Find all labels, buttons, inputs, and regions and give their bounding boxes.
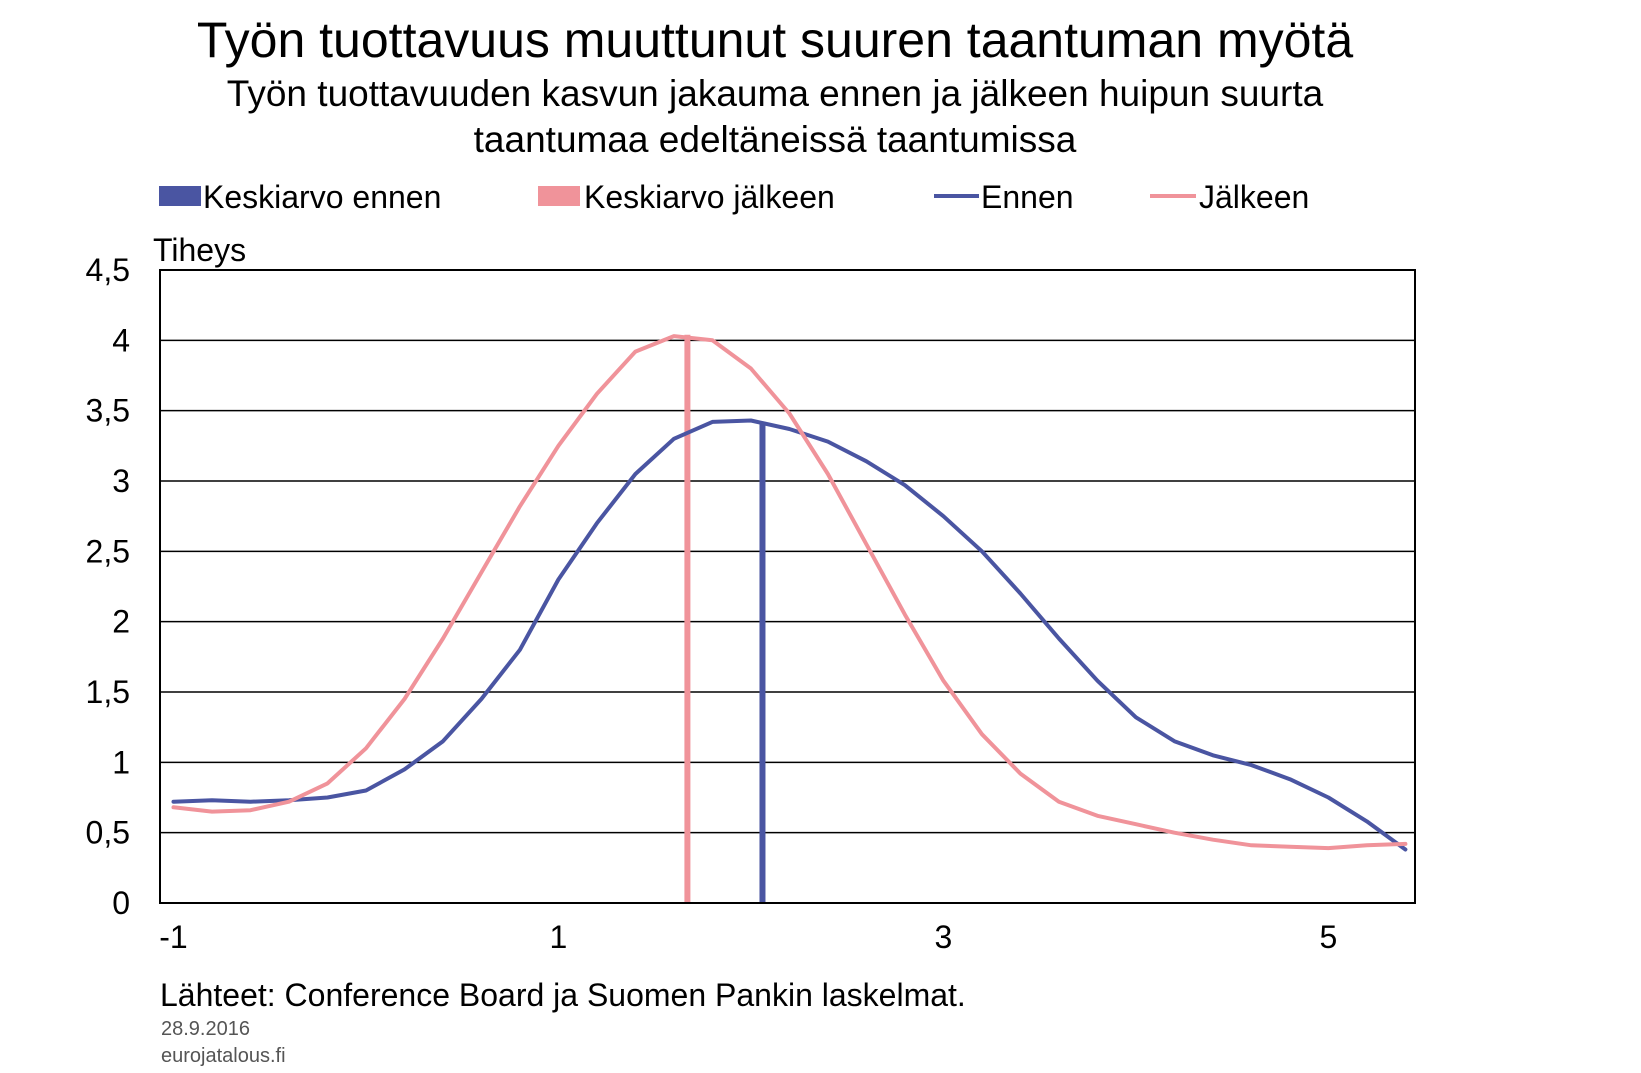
y-tick-label: 0,5 xyxy=(86,815,130,851)
y-tick-label: 3,5 xyxy=(86,393,130,429)
chart-subtitle-line-2: taantumaa edeltäneissä taantumissa xyxy=(474,119,1077,160)
chart-subtitle-line-1: Työn tuottavuuden kasvun jakauma ennen j… xyxy=(227,73,1324,114)
y-tick-labels: 0 0,5 1 1,5 2 2,5 3 3,5 4 4,5 xyxy=(86,252,130,921)
x-tick-label: 3 xyxy=(935,919,953,955)
legend-item-keskiarvo-ennen: Keskiarvo ennen xyxy=(159,179,441,215)
chart-title: Työn tuottavuus muuttunut suuren taantum… xyxy=(197,12,1353,68)
y-tick-label: 1,5 xyxy=(86,674,130,710)
plot-frame xyxy=(159,269,1416,904)
date-label: 28.9.2016 xyxy=(161,1018,250,1040)
y-tick-label: 2,5 xyxy=(86,533,130,569)
x-tick-label: -1 xyxy=(159,919,187,955)
y-tick-label: 4,5 xyxy=(86,252,130,288)
y-axis-label: Tiheys xyxy=(153,232,246,268)
x-tick-labels: -1 1 3 5 xyxy=(159,919,1337,955)
legend-item-ennen: Ennen xyxy=(934,179,1074,215)
series-line-jalkeen xyxy=(171,334,1408,851)
x-tick-label: 1 xyxy=(550,919,568,955)
site-label: eurojatalous.fi xyxy=(161,1045,286,1067)
series-layer xyxy=(171,334,1408,903)
series-line-ennen xyxy=(171,418,1408,852)
legend-label-jalkeen: Jälkeen xyxy=(1199,179,1309,215)
y-tick-label: 2 xyxy=(112,604,130,640)
y-tick-label: 0 xyxy=(112,885,130,921)
legend-item-keskiarvo-jalkeen: Keskiarvo jälkeen xyxy=(538,179,835,215)
y-tick-label: 3 xyxy=(112,463,130,499)
y-tick-label: 1 xyxy=(112,744,130,780)
legend-label-keskiarvo-jalkeen: Keskiarvo jälkeen xyxy=(584,179,835,215)
y-tick-label: 4 xyxy=(112,322,130,358)
source-note: Lähteet: Conference Board ja Suomen Pank… xyxy=(160,977,966,1013)
legend-label-keskiarvo-ennen: Keskiarvo ennen xyxy=(203,179,441,215)
legend-label-ennen: Ennen xyxy=(981,179,1074,215)
x-tick-label: 5 xyxy=(1319,919,1337,955)
legend-item-jalkeen: Jälkeen xyxy=(1150,179,1309,215)
legend-swatch-keskiarvo-jalkeen xyxy=(538,186,580,206)
legend: Keskiarvo ennen Keskiarvo jälkeen Ennen … xyxy=(159,179,1309,215)
legend-swatch-keskiarvo-ennen xyxy=(159,186,201,206)
